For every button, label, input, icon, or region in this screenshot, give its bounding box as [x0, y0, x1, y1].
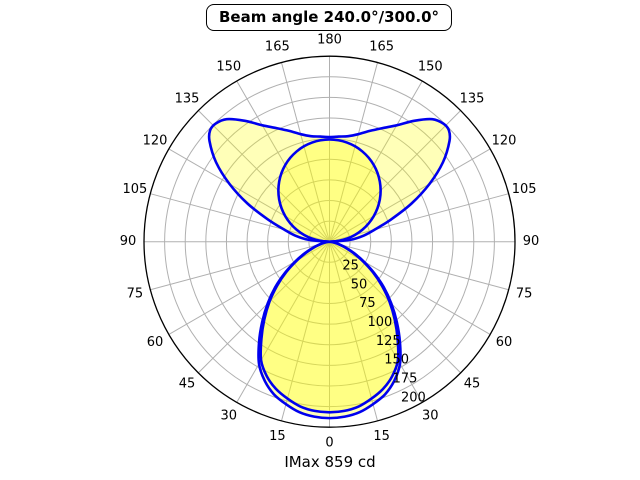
grid-ring — [246, 158, 413, 325]
grid-spoke — [197, 110, 330, 243]
curve-round-lobes-fill — [258, 139, 401, 419]
grid-spoke — [168, 148, 330, 243]
grid-spoke — [236, 80, 330, 242]
grid-ring-outer — [143, 55, 516, 428]
grid-spoke — [168, 241, 330, 335]
grid-spoke — [329, 148, 491, 243]
grid-ring — [184, 96, 475, 387]
grid-spoke — [329, 80, 423, 242]
curve-bat-wing — [207, 117, 452, 414]
r-tick-label: 125 — [376, 334, 401, 349]
theta-tick-label: 180 — [317, 33, 342, 48]
grid-spoke — [329, 241, 378, 422]
theta-tick-label: 150 — [418, 60, 443, 75]
grid-spoke — [329, 241, 423, 403]
theta-tick-label: 165 — [369, 40, 394, 55]
theta-tick-label: 60 — [147, 335, 164, 350]
grid-ring — [267, 179, 392, 305]
grid-ring — [164, 76, 495, 408]
theta-tick-label: 120 — [143, 133, 168, 148]
grid-spoke — [150, 193, 330, 243]
theta-tick-label: 75 — [516, 286, 533, 301]
r-tick-label: 50 — [351, 277, 368, 292]
grid-spoke — [236, 241, 330, 403]
theta-tick-label: 15 — [269, 429, 286, 444]
curve-round-lobes — [257, 138, 402, 420]
grid-ring — [287, 199, 372, 284]
grid-spoke — [329, 193, 509, 243]
grid-spoke — [329, 62, 378, 242]
r-tick-label: 75 — [359, 296, 376, 311]
theta-tick-label: 90 — [120, 234, 137, 249]
theta-tick-label: 90 — [523, 234, 540, 249]
chart-title: Beam angle 240.0°/300.0° — [205, 4, 453, 31]
grid-ring — [308, 220, 351, 263]
theta-tick-label: 135 — [175, 92, 200, 107]
grid-spoke — [329, 110, 462, 243]
grid-spoke — [281, 241, 330, 422]
theta-tick-label: 105 — [512, 182, 537, 197]
theta-tick-label: 0 — [325, 436, 333, 451]
r-tick-label: 100 — [367, 315, 392, 330]
r-tick-label: 175 — [393, 371, 418, 386]
theta-tick-label: 105 — [122, 182, 147, 197]
grid-spoke — [329, 241, 491, 335]
theta-tick-label: 165 — [265, 40, 290, 55]
grid-spoke — [329, 241, 462, 374]
theta-tick-label: 135 — [460, 92, 485, 107]
theta-tick-label: 15 — [373, 429, 390, 444]
curve-bat-wing-fill — [208, 119, 451, 413]
grid-spoke — [281, 62, 330, 242]
theta-tick-label: 45 — [464, 377, 481, 392]
theta-tick-label: 30 — [422, 409, 439, 424]
theta-tick-label: 150 — [216, 60, 241, 75]
theta-tick-label: 120 — [492, 133, 517, 148]
imax-label: IMax 859 cd — [284, 453, 376, 471]
grid-spoke — [150, 241, 330, 291]
grid-spoke — [329, 241, 509, 291]
r-tick-label: 150 — [384, 353, 409, 368]
theta-tick-label: 30 — [220, 409, 237, 424]
grid-ring — [205, 117, 454, 366]
theta-tick-label: 75 — [127, 286, 144, 301]
r-tick-label: 200 — [401, 390, 426, 405]
theta-tick-label: 45 — [179, 377, 196, 392]
theta-tick-label: 60 — [496, 335, 513, 350]
grid-spoke — [197, 241, 330, 374]
r-tick-label: 25 — [342, 259, 359, 274]
